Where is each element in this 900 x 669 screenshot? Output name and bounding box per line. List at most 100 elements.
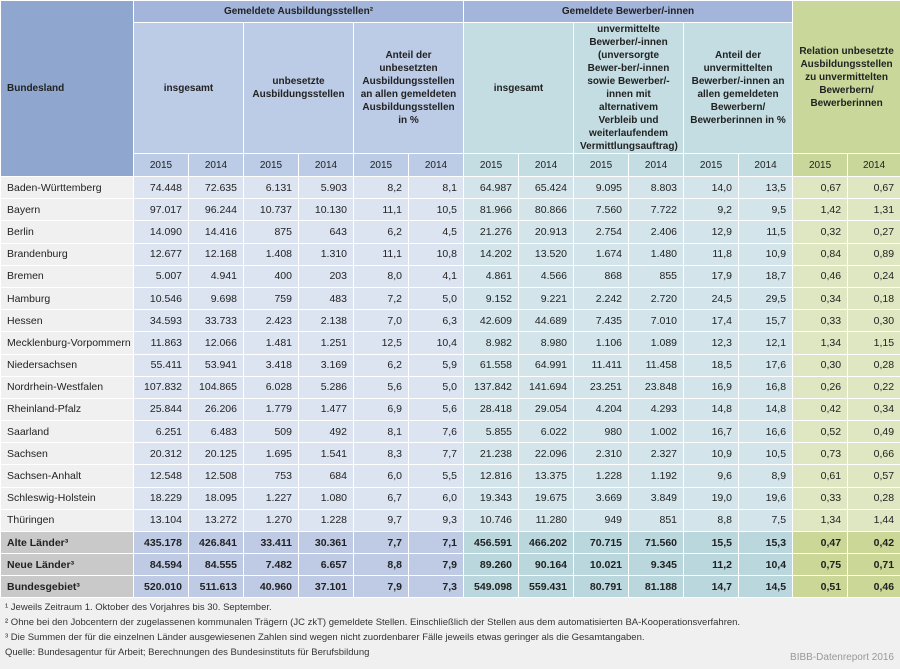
table-cell: 12,1 bbox=[739, 332, 793, 354]
year-header: 2015 bbox=[574, 154, 629, 177]
table-cell: 7,1 bbox=[409, 532, 464, 554]
table-cell: 11,1 bbox=[354, 243, 409, 265]
table-cell: 11.458 bbox=[629, 354, 684, 376]
table-cell: 141.694 bbox=[519, 376, 574, 398]
table-cell: 1.480 bbox=[629, 243, 684, 265]
table-cell: 12.508 bbox=[189, 465, 244, 487]
table-cell: 13.104 bbox=[134, 509, 189, 531]
table-cell: 0,52 bbox=[793, 421, 848, 443]
table-cell: 89.260 bbox=[464, 554, 519, 576]
table-cell: 0,67 bbox=[793, 177, 848, 199]
table-cell: 0,57 bbox=[848, 465, 900, 487]
table-cell: 21.276 bbox=[464, 221, 519, 243]
table-cell: 6,3 bbox=[409, 310, 464, 332]
table-cell: 4,5 bbox=[409, 221, 464, 243]
table-cell: 0,42 bbox=[848, 532, 900, 554]
table-cell: 1.674 bbox=[574, 243, 629, 265]
year-header: 2014 bbox=[519, 154, 574, 177]
table-cell: 14.090 bbox=[134, 221, 189, 243]
bundesland-name: Hessen bbox=[1, 310, 134, 332]
table-cell: 8,8 bbox=[354, 554, 409, 576]
table-cell: 855 bbox=[629, 265, 684, 287]
table-cell: 81.966 bbox=[464, 199, 519, 221]
table-cell: 7,9 bbox=[409, 554, 464, 576]
header-sub-anteil-unbesetzt: Anteil der unbesetzten Ausbildungsstelle… bbox=[354, 23, 464, 154]
table-cell: 1,34 bbox=[793, 509, 848, 531]
table-cell: 97.017 bbox=[134, 199, 189, 221]
source-note: Quelle: Bundesagentur für Arbeit; Berech… bbox=[5, 645, 895, 660]
table-cell: 61.558 bbox=[464, 354, 519, 376]
table-cell: 10.546 bbox=[134, 287, 189, 309]
table-cell: 6,2 bbox=[354, 354, 409, 376]
table-cell: 4.204 bbox=[574, 398, 629, 420]
table-cell: 1.251 bbox=[299, 332, 354, 354]
table-cell: 435.178 bbox=[134, 532, 189, 554]
table-cell: 1.106 bbox=[574, 332, 629, 354]
bundesland-name: Mecklenburg-Vorpommern bbox=[1, 332, 134, 354]
table-cell: 6,2 bbox=[354, 221, 409, 243]
table-cell: 104.865 bbox=[189, 376, 244, 398]
table-cell: 10,8 bbox=[409, 243, 464, 265]
table-cell: 549.098 bbox=[464, 576, 519, 598]
table-cell: 29,5 bbox=[739, 287, 793, 309]
table-cell: 10.021 bbox=[574, 554, 629, 576]
table-cell: 1.228 bbox=[299, 509, 354, 531]
table-cell: 13.272 bbox=[189, 509, 244, 531]
table-cell: 20.913 bbox=[519, 221, 574, 243]
report-credit: BIBB-Datenreport 2016 bbox=[790, 650, 894, 665]
table-cell: 7,9 bbox=[354, 576, 409, 598]
table-cell: 0,34 bbox=[793, 287, 848, 309]
table-cell: 10,5 bbox=[739, 443, 793, 465]
table-cell: 72.635 bbox=[189, 177, 244, 199]
table-cell: 0,27 bbox=[848, 221, 900, 243]
bundesland-name: Thüringen bbox=[1, 509, 134, 531]
year-header: 2015 bbox=[134, 154, 189, 177]
table-cell: 10.130 bbox=[299, 199, 354, 221]
table-cell: 5,6 bbox=[354, 376, 409, 398]
table-cell: 53.941 bbox=[189, 354, 244, 376]
table-cell: 13,5 bbox=[739, 177, 793, 199]
table-cell: 0,26 bbox=[793, 376, 848, 398]
header-bundesland: Bundesland bbox=[1, 1, 134, 177]
table-cell: 9.095 bbox=[574, 177, 629, 199]
table-cell: 6.028 bbox=[244, 376, 299, 398]
year-header: 2015 bbox=[354, 154, 409, 177]
bundesland-name: Sachsen bbox=[1, 443, 134, 465]
table-cell: 875 bbox=[244, 221, 299, 243]
table-cell: 466.202 bbox=[519, 532, 574, 554]
table-cell: 4.941 bbox=[189, 265, 244, 287]
table-cell: 5,6 bbox=[409, 398, 464, 420]
table-cell: 12.168 bbox=[189, 243, 244, 265]
table-cell: 9,3 bbox=[409, 509, 464, 531]
table-cell: 15,5 bbox=[684, 532, 739, 554]
header-group-ausbildungsstellen: Gemeldete Ausbildungsstellen² bbox=[134, 1, 464, 23]
table-cell: 10,4 bbox=[739, 554, 793, 576]
table-cell: 6,0 bbox=[409, 487, 464, 509]
table-cell: 64.991 bbox=[519, 354, 574, 376]
table-cell: 29.054 bbox=[519, 398, 574, 420]
table-cell: 0,28 bbox=[848, 487, 900, 509]
bundesland-name: Bayern bbox=[1, 199, 134, 221]
table-cell: 2.327 bbox=[629, 443, 684, 465]
year-header: 2014 bbox=[848, 154, 900, 177]
table-cell: 19,6 bbox=[739, 487, 793, 509]
table-cell: 17,9 bbox=[684, 265, 739, 287]
table-cell: 5,9 bbox=[409, 354, 464, 376]
table-cell: 509 bbox=[244, 421, 299, 443]
table-cell: 40.960 bbox=[244, 576, 299, 598]
table-cell: 16,8 bbox=[739, 376, 793, 398]
header-sub-unvermittelte: unvermittelte Bewerber/-innen (unversorg… bbox=[574, 23, 684, 154]
table-cell: 19.675 bbox=[519, 487, 574, 509]
table-cell: 1.227 bbox=[244, 487, 299, 509]
table-cell: 6,7 bbox=[354, 487, 409, 509]
table-cell: 6.251 bbox=[134, 421, 189, 443]
